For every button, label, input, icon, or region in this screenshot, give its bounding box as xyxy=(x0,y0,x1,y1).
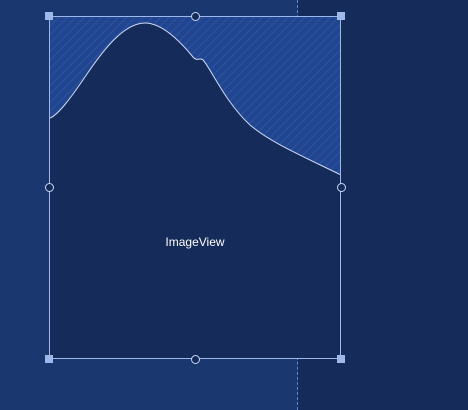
resize-handle-bottom-right[interactable] xyxy=(337,355,345,363)
mountain-shape-outline xyxy=(50,22,340,176)
constraint-handle-bottom[interactable] xyxy=(191,355,200,364)
resize-handle-bottom-left[interactable] xyxy=(45,355,53,363)
mountain-shape-fill xyxy=(50,17,340,175)
constraint-handle-left[interactable] xyxy=(45,183,54,192)
vector-drawable-preview xyxy=(50,17,340,176)
constraint-handle-top[interactable] xyxy=(191,12,200,21)
resize-handle-top-right[interactable] xyxy=(337,12,345,20)
imageview-widget[interactable]: ImageView xyxy=(49,16,341,359)
resize-handle-top-left[interactable] xyxy=(45,12,53,20)
imageview-label: ImageView xyxy=(165,235,225,249)
constraint-handle-right[interactable] xyxy=(337,183,346,192)
